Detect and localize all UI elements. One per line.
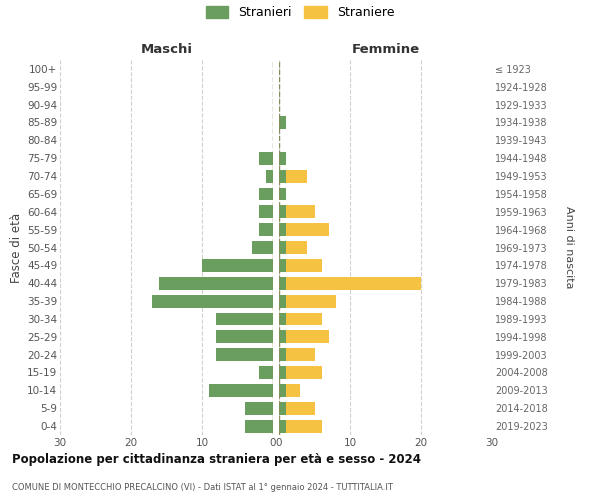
Bar — [279, 312, 322, 326]
Bar — [279, 223, 329, 236]
Bar — [279, 152, 286, 164]
Bar — [245, 420, 273, 432]
Bar — [252, 241, 273, 254]
Bar — [279, 348, 286, 361]
Bar — [209, 384, 273, 397]
Bar — [279, 420, 286, 432]
Bar — [266, 170, 273, 182]
Bar — [279, 402, 314, 414]
Bar — [245, 402, 273, 414]
Bar — [279, 384, 301, 397]
Bar — [279, 259, 322, 272]
Bar — [279, 294, 336, 308]
Bar — [279, 188, 286, 200]
Bar — [160, 277, 273, 289]
Bar — [279, 348, 314, 361]
Legend: Stranieri, Straniere: Stranieri, Straniere — [201, 1, 399, 24]
Bar — [259, 366, 273, 379]
Bar — [279, 206, 286, 218]
Text: Popolazione per cittadinanza straniera per età e sesso - 2024: Popolazione per cittadinanza straniera p… — [12, 452, 421, 466]
Y-axis label: Anni di nascita: Anni di nascita — [565, 206, 574, 289]
Bar — [279, 259, 286, 272]
Bar — [279, 188, 286, 200]
Bar — [279, 384, 286, 397]
Bar — [279, 152, 286, 164]
Bar — [259, 223, 273, 236]
Bar — [279, 366, 322, 379]
Bar — [279, 330, 329, 343]
Bar — [279, 116, 286, 129]
Bar — [216, 312, 273, 326]
Y-axis label: Fasce di età: Fasce di età — [10, 212, 23, 282]
Bar — [279, 170, 286, 182]
Bar — [202, 259, 273, 272]
Bar — [152, 294, 273, 308]
Bar — [259, 188, 273, 200]
Bar — [279, 170, 307, 182]
Bar — [279, 366, 286, 379]
Bar — [279, 223, 286, 236]
Bar — [279, 277, 421, 289]
Bar — [259, 206, 273, 218]
Bar — [279, 312, 286, 326]
Bar — [279, 294, 286, 308]
Bar — [279, 277, 286, 289]
Bar — [279, 116, 286, 129]
Title: Maschi: Maschi — [140, 43, 193, 56]
Bar — [259, 152, 273, 164]
Bar — [279, 206, 314, 218]
Bar — [279, 330, 286, 343]
Bar — [216, 330, 273, 343]
Bar — [279, 420, 322, 432]
Bar — [216, 348, 273, 361]
Bar — [279, 241, 307, 254]
Bar — [279, 241, 286, 254]
Title: Femmine: Femmine — [352, 43, 419, 56]
Text: COMUNE DI MONTECCHIO PRECALCINO (VI) - Dati ISTAT al 1° gennaio 2024 - TUTTITALI: COMUNE DI MONTECCHIO PRECALCINO (VI) - D… — [12, 483, 393, 492]
Bar — [279, 402, 286, 414]
